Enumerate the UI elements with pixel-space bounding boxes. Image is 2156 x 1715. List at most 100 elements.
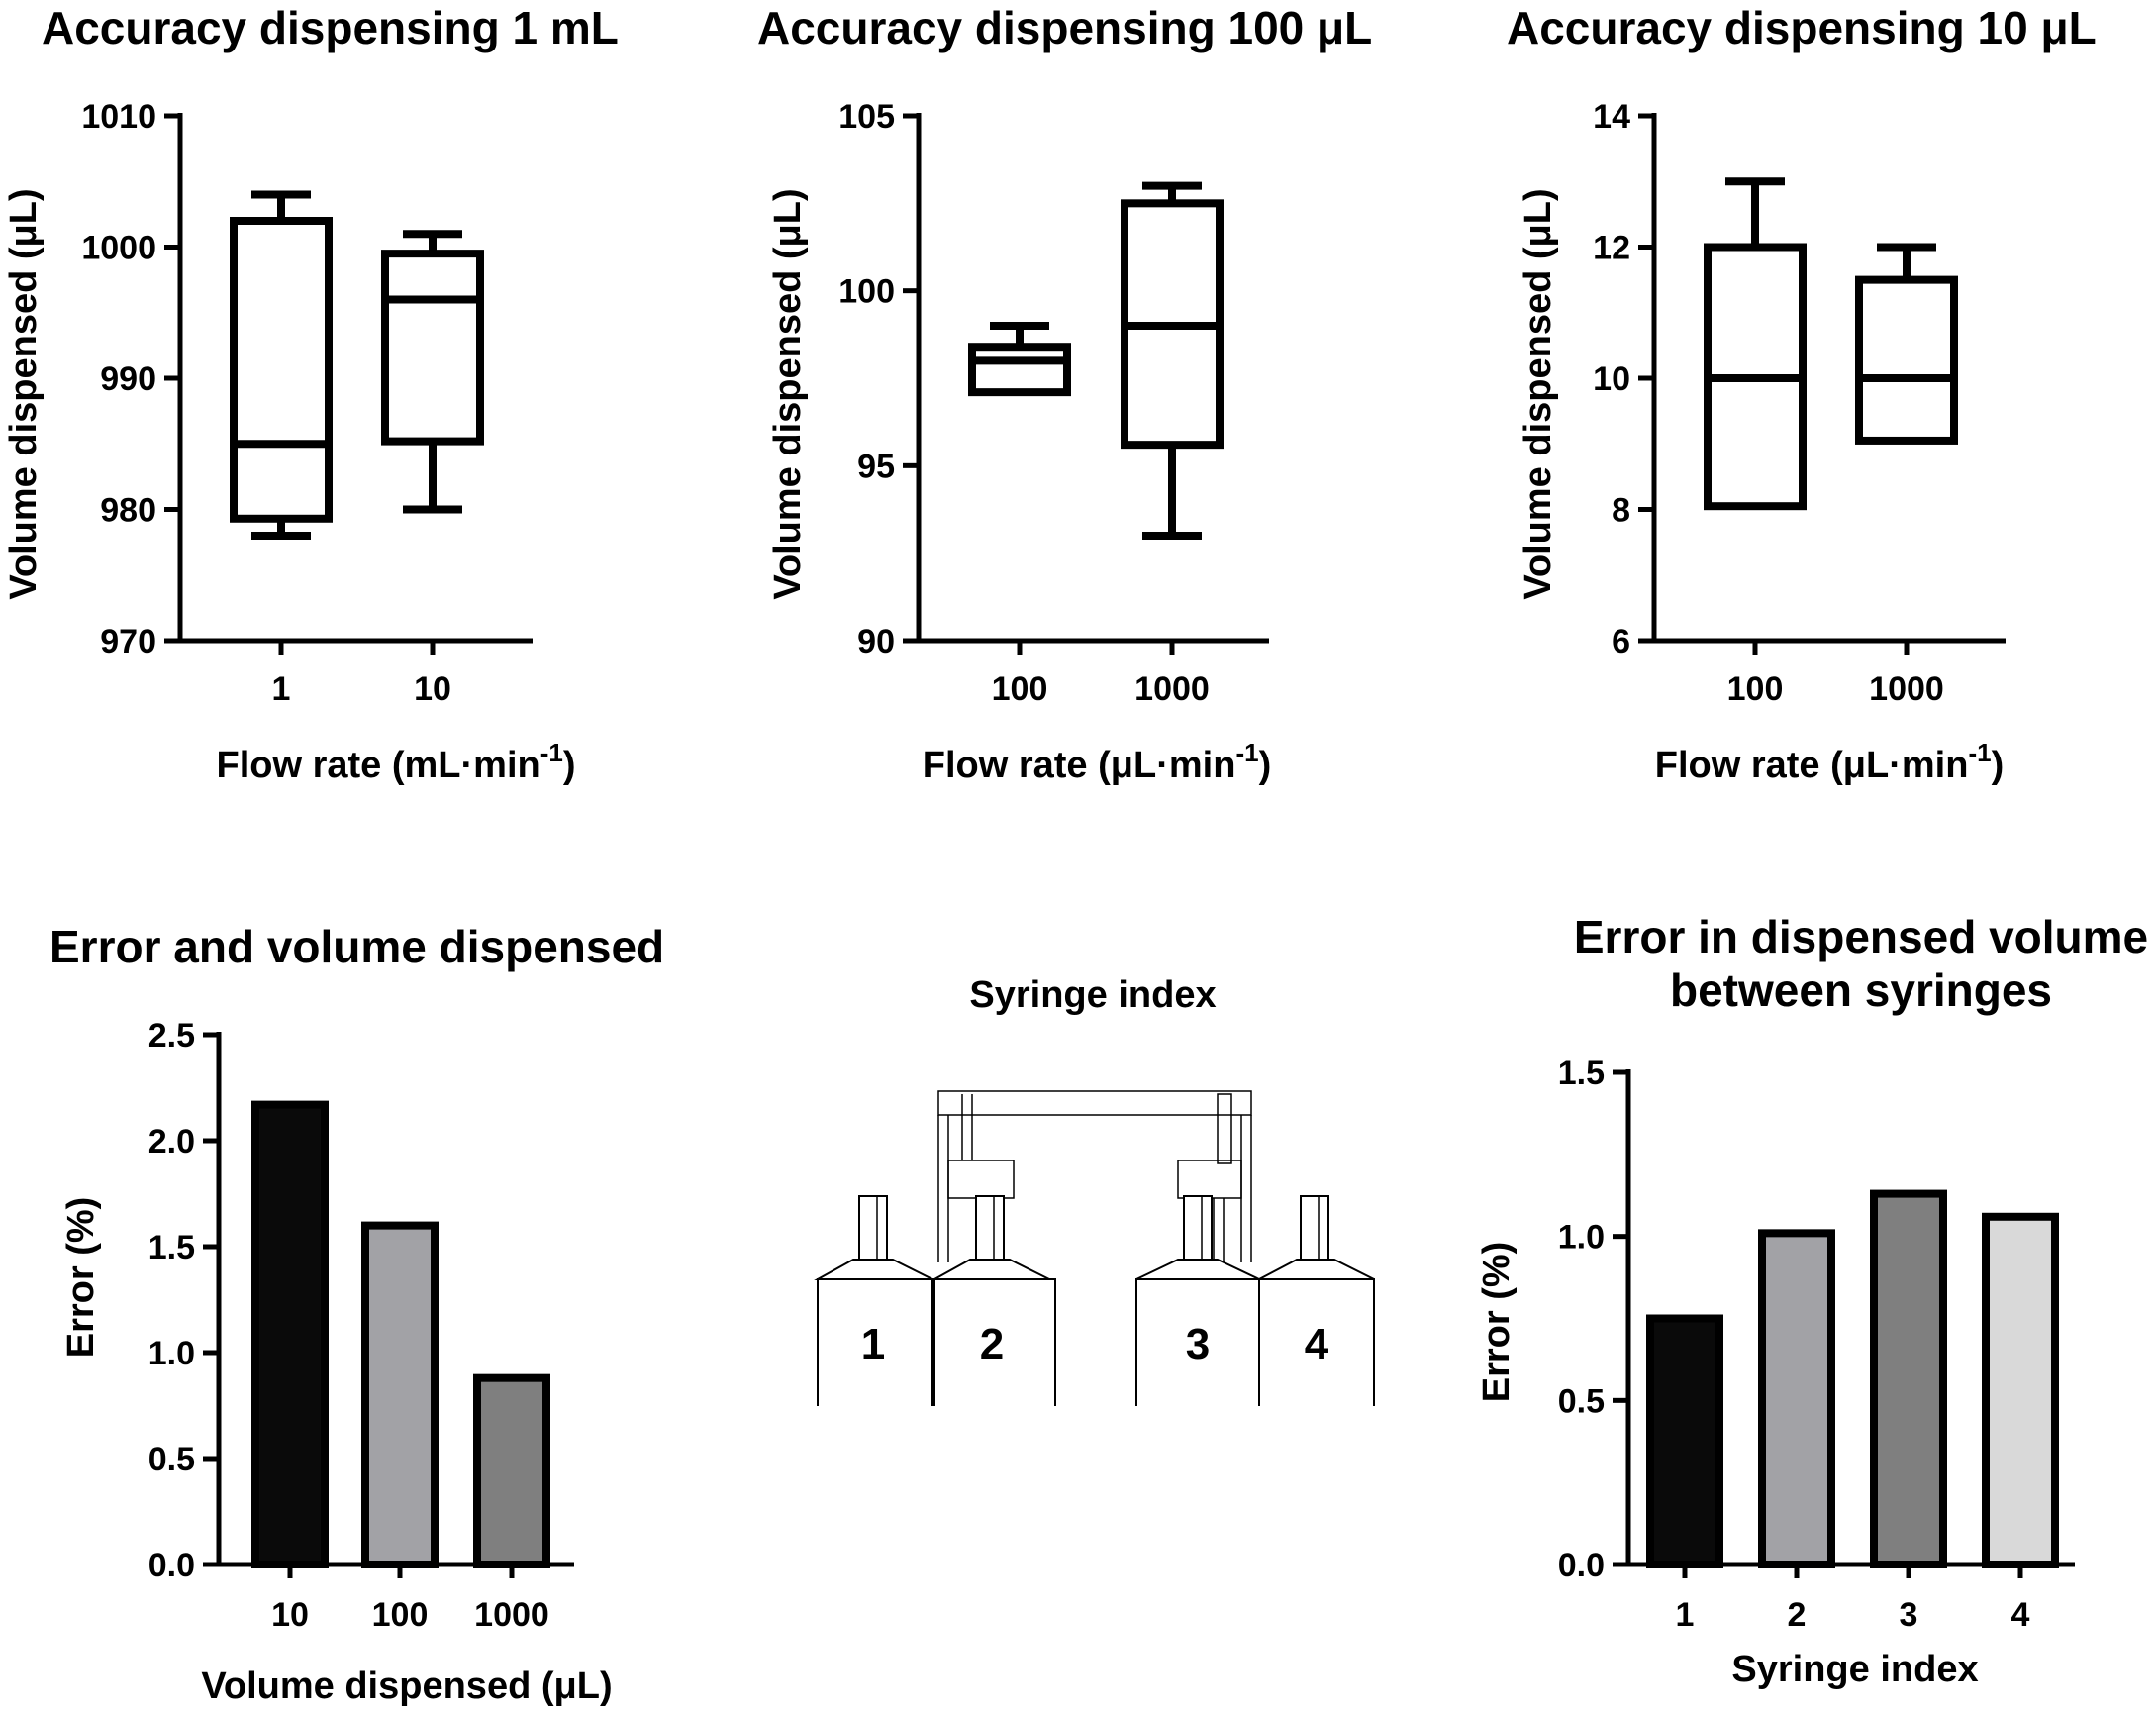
box-plot-area: 6 8 10 12 14 100 1000 [1593, 98, 2006, 708]
x-tick-label: 1000 [474, 1596, 549, 1634]
syringe-label: 4 [1305, 1320, 1329, 1368]
y-tick-label: 2.0 [148, 1123, 195, 1160]
syringe-nozzle [1183, 1195, 1213, 1261]
manifold-right-coupler [1177, 1160, 1242, 1199]
y-axis-label: Volume dispensed (μL) [3, 188, 45, 599]
chart-title-line1: Error in dispensed volume [1574, 911, 2148, 962]
bar [1646, 1314, 1723, 1568]
syringe-shoulder [814, 1259, 933, 1280]
chart-title: Accuracy dispensing 10 μL [1507, 2, 2097, 53]
manifold [937, 1090, 1252, 1262]
x-tick-label: 3 [1900, 1596, 1918, 1634]
bar-plot-area: 0.0 0.5 1.0 1.5 1 2 3 4 [1558, 1055, 2075, 1634]
panel-accuracy-1ml: Accuracy dispensing 1 mL Volume dispense… [3, 2, 619, 786]
chart-title: Error and volume dispensed [49, 921, 664, 972]
y-tick-label: 10 [1593, 360, 1630, 398]
chart-title: Accuracy dispensing 1 mL [42, 2, 619, 53]
panel-accuracy-10ul: Accuracy dispensing 10 μL Volume dispens… [1507, 2, 2097, 786]
x-axis-label: Flow rate (μL·min-1) [923, 738, 1271, 786]
syringe-2: 2 [931, 1195, 1056, 1406]
box [968, 343, 1071, 397]
x-axis-label: Flow rate (mL·min-1) [216, 738, 575, 786]
y-axis-label: Volume dispensed (μL) [767, 188, 809, 599]
syringe-label: 2 [980, 1320, 1004, 1368]
x-axis-label: Flow rate (μL·min-1) [1655, 738, 2004, 786]
y-tick-label: 14 [1593, 98, 1630, 136]
y-tick-label: 105 [838, 98, 895, 136]
bar-plot-area: 0.0 0.5 1.0 1.5 2.0 2.5 10 100 1000 [148, 1017, 574, 1634]
bar [361, 1221, 439, 1568]
y-tick-label: 1.0 [1558, 1219, 1605, 1257]
chart-title: Accuracy dispensing 100 μL [757, 2, 1372, 53]
x-tick-label: 1000 [1134, 670, 1210, 708]
syringe-3: 3 [1135, 1195, 1260, 1406]
panel-accuracy-100ul: Accuracy dispensing 100 μL Volume dispen… [757, 2, 1372, 786]
syringe-nozzle [1300, 1195, 1329, 1261]
manifold-top-bar [937, 1090, 1252, 1116]
x-tick-label: 4 [2011, 1596, 2030, 1634]
y-axis-label: Error (%) [1476, 1242, 1518, 1403]
syringe-label: 3 [1186, 1320, 1210, 1368]
manifold-right-tube [1217, 1093, 1232, 1164]
y-tick-label: 0.0 [148, 1547, 195, 1584]
diagram-title: Syringe index [969, 974, 1216, 1016]
y-tick-label: 1000 [81, 230, 156, 267]
syringe-label: 1 [861, 1320, 885, 1368]
syringe-barrel [933, 1278, 1056, 1406]
syringe-barrel [817, 1278, 933, 1406]
box-plot-area: 970 980 990 1000 1010 1 10 [81, 98, 533, 708]
chart-title-line2: between syringes [1670, 964, 2052, 1016]
x-axis-label: Syringe index [1731, 1649, 1978, 1690]
y-tick-label: 0.0 [1558, 1547, 1605, 1584]
y-tick-label: 12 [1593, 230, 1630, 267]
y-tick-label: 95 [857, 448, 895, 485]
y-tick-label: 1.5 [1558, 1055, 1605, 1092]
syringe-4: 4 [1258, 1195, 1375, 1406]
syringe-shoulder [931, 1259, 1050, 1280]
x-tick-label: 100 [992, 670, 1048, 708]
box [1855, 275, 1958, 445]
bar [1982, 1212, 2059, 1568]
y-axis-label: Volume dispensed (μL) [1518, 188, 1559, 599]
x-tick-label: 10 [414, 670, 451, 708]
box [381, 250, 484, 446]
y-tick-label: 0.5 [148, 1441, 195, 1478]
x-tick-label: 10 [271, 1596, 309, 1634]
y-tick-label: 2.5 [148, 1017, 195, 1055]
y-axis-label: Error (%) [60, 1197, 102, 1359]
syringe-diagram: Syringe index 1 [814, 974, 1375, 1406]
x-tick-label: 100 [1727, 670, 1784, 708]
y-tick-label: 1.0 [148, 1335, 195, 1372]
y-tick-label: 1.5 [148, 1229, 195, 1266]
y-tick-label: 1010 [81, 98, 156, 136]
x-tick-label: 100 [372, 1596, 429, 1634]
bar [251, 1100, 329, 1568]
y-tick-label: 980 [100, 492, 156, 530]
y-tick-label: 100 [838, 273, 895, 311]
y-tick-label: 0.5 [1558, 1382, 1605, 1420]
x-axis-label: Volume dispensed (μL) [201, 1665, 612, 1707]
bar [1758, 1229, 1835, 1569]
y-tick-label: 970 [100, 623, 156, 660]
x-tick-label: 2 [1788, 1596, 1807, 1634]
box [230, 217, 333, 523]
y-tick-label: 90 [857, 623, 895, 660]
syringe-nozzle [858, 1195, 888, 1261]
syringe-1: 1 [814, 1195, 933, 1406]
x-tick-label: 1 [272, 670, 291, 708]
syringe-shoulder [1258, 1259, 1375, 1280]
panel-error-volume: Error and volume dispensed Error (%) Vol… [49, 921, 664, 1707]
syringe-nozzle [975, 1195, 1005, 1261]
manifold-left-coupler [947, 1160, 1015, 1199]
bar [1870, 1189, 1947, 1569]
x-tick-label: 1 [1676, 1596, 1695, 1634]
panel-error-syringes: Error in dispensed volume between syring… [1476, 911, 2148, 1690]
y-tick-label: 8 [1612, 492, 1630, 530]
x-tick-label: 1000 [1869, 670, 1944, 708]
syringe-barrel [1258, 1278, 1375, 1406]
box-plot-area: 90 95 100 105 100 1000 [838, 98, 1269, 708]
y-tick-label: 990 [100, 360, 156, 398]
y-tick-label: 6 [1612, 623, 1630, 660]
bar [473, 1373, 550, 1569]
